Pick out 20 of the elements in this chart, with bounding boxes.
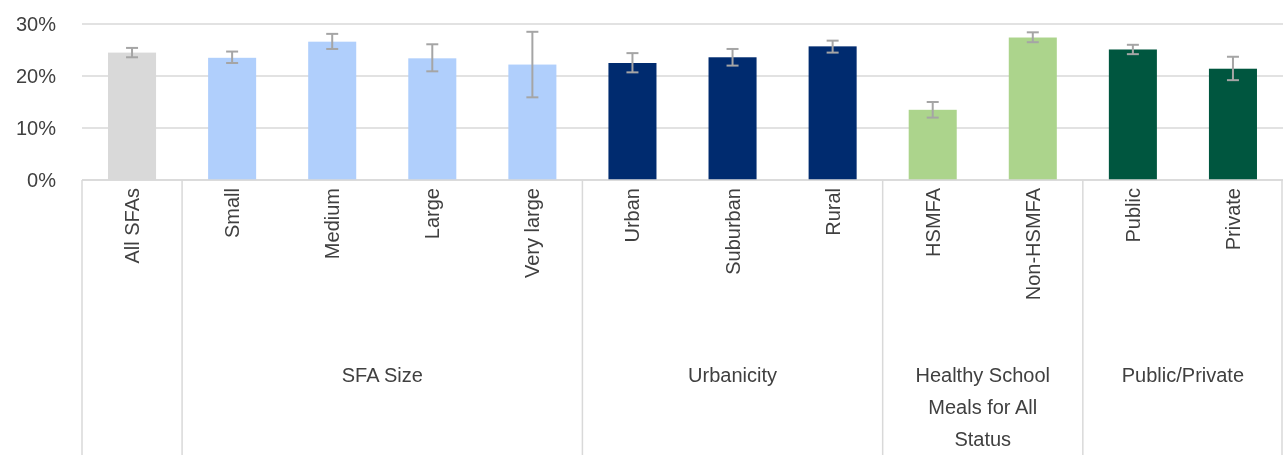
text: SFA Size bbox=[341, 364, 423, 386]
x-tick-label: Urban bbox=[621, 188, 644, 243]
x-tick-label: Medium bbox=[321, 188, 344, 260]
x-tick-label: Non-HSMFA bbox=[1021, 187, 1044, 301]
y-tick-label: 30% bbox=[15, 13, 57, 35]
x-tick-label: HSMFA bbox=[921, 187, 944, 257]
y-tick-label: 0% bbox=[27, 169, 57, 191]
x-tick-label: Public bbox=[1121, 188, 1144, 243]
x-tick-label: Suburban bbox=[721, 188, 744, 275]
x-tick-label: Very large bbox=[521, 188, 544, 279]
x-tick-label: Rural bbox=[821, 188, 844, 236]
text: Urbanicity bbox=[688, 364, 777, 386]
x-tick-label: All SFAs bbox=[121, 188, 144, 264]
x-tick-label: Private bbox=[1221, 188, 1244, 251]
y-tick-label: 10% bbox=[15, 117, 57, 139]
x-tick-label: Large bbox=[421, 188, 444, 240]
text: Healthy School Meals for All Status bbox=[915, 364, 1051, 450]
x-tick-label: Small bbox=[221, 188, 244, 239]
text: Public/Private bbox=[1121, 364, 1245, 386]
y-tick-label: 20% bbox=[15, 65, 57, 87]
